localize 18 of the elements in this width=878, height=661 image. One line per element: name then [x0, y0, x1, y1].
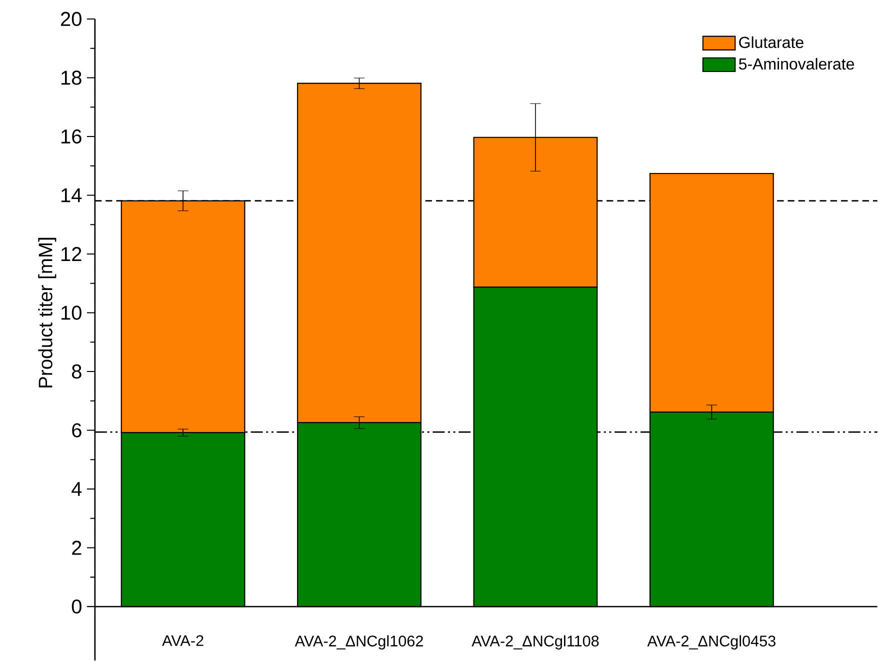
legend-label: Glutarate [739, 36, 804, 48]
y-tick-label: 14 [62, 188, 82, 202]
y-tick-label: 6 [72, 423, 82, 438]
y-axis-title: Product titer [mM] [38, 238, 56, 388]
y-tick-label: 10 [62, 306, 82, 320]
x-tick-label: AVA-2 [162, 635, 204, 646]
y-tick-label: 16 [62, 129, 82, 144]
y-tick-label: 8 [72, 364, 82, 379]
y-tick-label: 4 [72, 482, 82, 496]
y-tick-label: 20 [61, 12, 82, 26]
legend-label: 5-Aminovalerate [738, 58, 854, 70]
x-tick-label: AVA-2_ΔNCgl1108 [472, 635, 599, 650]
y-tick-label: 12 [62, 246, 82, 261]
x-tick-label: AVA-2_ΔNCgl1062 [294, 635, 423, 650]
y-tick-label: 2 [72, 540, 82, 555]
x-tick-label: AVA-2_ΔNCgl0453 [647, 635, 776, 650]
y-tick-label: 18 [62, 70, 82, 85]
y-tick-label: 0 [72, 599, 82, 614]
